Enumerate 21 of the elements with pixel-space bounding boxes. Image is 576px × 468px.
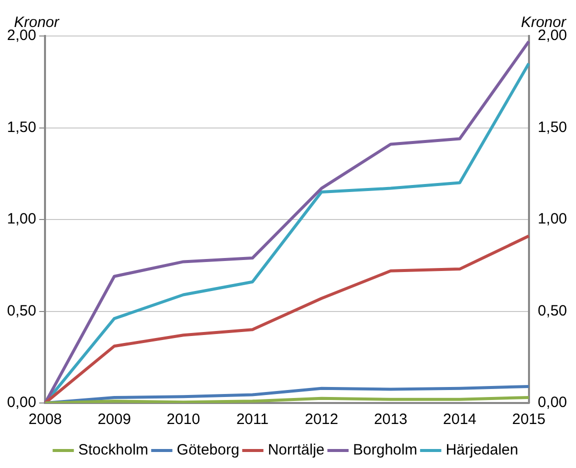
x-tick-label: 2013 [374,411,408,428]
y2-tick-label: 1,00 [538,210,568,228]
legend-label: Härjedalen [446,442,518,459]
x-tick-label: 2011 [236,411,269,428]
y2-tick-label: 0,50 [538,302,568,320]
x-tick-label: 2014 [443,411,476,428]
y2-tick-label: 0,00 [538,394,568,412]
legend-label: Borgholm [353,442,418,459]
x-tick-label: 2012 [304,411,338,428]
y-tick-label: 0,00 [6,394,36,412]
y-tick-label: 1,50 [6,118,36,136]
y2-tick-label: 1,50 [538,118,568,136]
x-tick-label: 2015 [512,411,546,428]
legend-label: Stockholm [78,442,148,459]
legend-label: Norrtälje [268,442,325,459]
y-tick-label: 0,50 [6,302,36,320]
x-tick-label: 2010 [166,411,200,428]
y-tick-label: 1,00 [6,210,36,228]
x-tick-label: 2008 [28,411,62,428]
legend-label: Göteborg [176,442,240,459]
x-tick-label: 2009 [98,411,131,428]
